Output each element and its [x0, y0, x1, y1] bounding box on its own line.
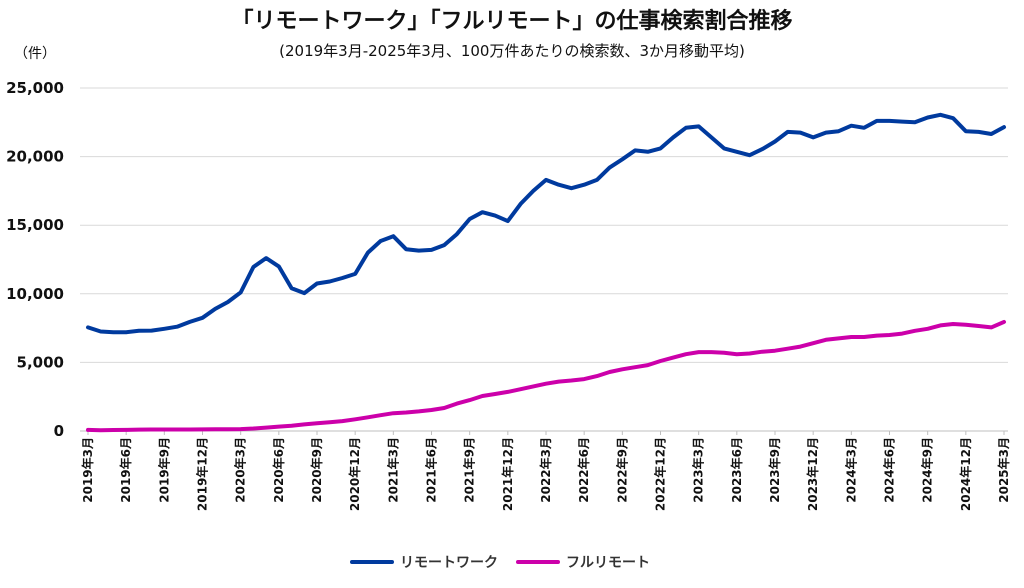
x-tick-label: 2020年9月	[309, 437, 324, 503]
series-lines	[86, 112, 1006, 433]
y-tick-label: 0	[54, 422, 64, 440]
x-tick-label: 2022年12月	[653, 437, 668, 511]
y-tick-label: 10,000	[6, 285, 64, 303]
x-tick-label: 2024年9月	[920, 437, 935, 503]
y-tick-label: 5,000	[17, 353, 64, 371]
x-tick-label: 2024年6月	[882, 437, 897, 503]
x-tick-label: 2024年3月	[843, 437, 858, 503]
chart-subtitle: (2019年3月-2025年3月、100万件あたりの検索数、3か月移動平均)	[279, 42, 745, 60]
legend-label: フルリモート	[566, 555, 650, 571]
y-tick-label: 15,000	[6, 216, 64, 234]
x-tick-label: 2019年3月	[80, 437, 95, 503]
x-tick-label: 2020年12月	[347, 437, 362, 511]
x-tick-label: 2020年3月	[233, 437, 248, 503]
x-axis-ticks: 2019年3月 2019年6月 2019年9月 2019年12月 2020年3月 2020…	[80, 431, 1011, 511]
legend: リモートワーク フルリモート	[350, 555, 650, 571]
legend-label: リモートワーク	[400, 555, 498, 571]
x-tick-label: 2021年12月	[500, 437, 515, 511]
y-tick-label: 20,000	[6, 148, 64, 166]
x-tick-label: 2022年6月	[576, 437, 591, 503]
x-tick-label: 2022年3月	[538, 437, 553, 503]
x-tick-label: 2023年12月	[805, 437, 820, 511]
x-tick-label: 2019年6月	[118, 437, 133, 503]
x-tick-label: 2025年3月	[996, 437, 1011, 503]
x-tick-label: 2019年9月	[156, 437, 171, 503]
x-tick-label: 2024年12月	[958, 437, 973, 511]
gridlines	[80, 87, 1008, 363]
x-tick-label: 2023年9月	[767, 437, 782, 503]
series-line-1	[86, 112, 1006, 335]
x-tick-label: 2021年9月	[462, 437, 477, 503]
y-axis-unit-label: （件）	[14, 46, 56, 62]
x-tick-label: 2021年6月	[424, 437, 439, 503]
series-line-2	[86, 319, 1006, 433]
x-tick-label: 2022年9月	[614, 437, 629, 503]
chart-title: 「リモートワーク」「フルリモート」の仕事検索割合推移	[231, 8, 792, 34]
x-tick-label: 2023年6月	[729, 437, 744, 503]
x-tick-label: 2021年3月	[385, 437, 400, 503]
y-axis-ticks: 0 5,000 10,000 15,000 20,000 25,000	[6, 79, 64, 440]
x-tick-label: 2019年12月	[195, 437, 210, 511]
x-tick-label: 2023年3月	[691, 437, 706, 503]
y-tick-label: 25,000	[6, 79, 64, 97]
x-tick-label: 2020年6月	[271, 437, 286, 503]
